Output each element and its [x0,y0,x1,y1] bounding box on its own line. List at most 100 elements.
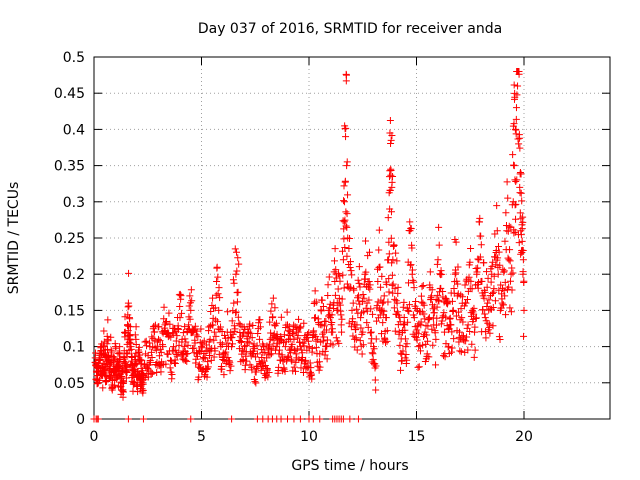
data-point [520,306,528,314]
data-point [342,222,350,230]
data-point [271,304,279,312]
data-point [437,267,445,275]
data-point [214,273,222,281]
data-point [476,214,484,222]
data-point [467,277,475,285]
data-point [422,340,430,348]
data-point [346,235,354,243]
data-point [517,215,525,223]
data-point [515,70,523,78]
data-point [324,281,332,289]
data-point [226,367,234,375]
data-point [296,415,304,423]
data-point [215,284,223,292]
data-point [116,371,124,379]
data-point [187,415,195,423]
data-point [229,330,237,338]
data-point [224,353,232,361]
data-point [360,308,368,316]
data-point [344,234,352,242]
data-point [224,308,232,316]
data-point [388,131,396,139]
data-point [476,253,484,261]
data-point [346,258,354,266]
data-point [463,333,471,341]
data-point [506,304,514,312]
data-point [380,307,388,315]
data-point [203,365,211,373]
data-point [401,335,409,343]
data-point [512,115,520,123]
data-point [306,359,314,367]
data-point [459,318,467,326]
data-point [283,308,291,316]
data-point [280,331,288,339]
data-point [448,328,456,336]
data-point [239,357,247,365]
data-point [421,328,429,336]
data-point [375,226,383,234]
data-point [512,200,520,208]
data-point [346,264,354,272]
data-point [188,297,196,305]
data-point [183,357,191,365]
data-points [90,67,528,423]
data-point [329,328,337,336]
data-point [256,335,264,343]
data-point [518,197,526,205]
data-point [506,277,514,285]
data-point [414,330,422,338]
data-point [400,321,408,329]
data-point [367,305,375,313]
data-point [355,263,363,271]
data-point [230,279,238,287]
data-point [353,305,361,313]
data-point [319,337,327,345]
data-point [96,356,104,364]
data-point [330,257,338,265]
data-point [374,277,382,285]
data-point [305,329,313,337]
data-point [307,364,315,372]
data-point [342,71,350,79]
data-point [353,346,361,354]
data-point [266,318,274,326]
data-point [449,307,457,315]
x-tick-label: 10 [300,429,318,445]
data-point [156,337,164,345]
data-point [364,323,372,331]
data-point [318,296,326,304]
data-point [294,328,302,336]
data-point [201,354,209,362]
data-point [412,298,420,306]
data-point [148,333,156,341]
data-point [244,338,252,346]
data-point [508,286,516,294]
data-point [268,300,276,308]
data-point [266,351,274,359]
data-point [379,319,387,327]
data-point [122,374,130,382]
data-point [157,348,165,356]
data-point [272,319,280,327]
data-point [288,340,296,348]
data-point [387,139,395,147]
data-point [425,353,433,361]
data-point [223,339,231,347]
data-point [198,343,205,351]
data-point [174,325,182,333]
data-point [486,321,494,329]
data-point [517,231,525,239]
data-point [134,388,142,396]
data-point [369,356,377,364]
data-point [378,299,386,307]
data-point [171,360,179,368]
data-point [108,348,116,356]
data-point [296,324,304,332]
data-point [515,239,523,247]
data-point [494,270,502,278]
data-point [343,158,351,166]
data-point [247,329,255,337]
data-point [506,246,514,254]
data-point [221,350,229,358]
